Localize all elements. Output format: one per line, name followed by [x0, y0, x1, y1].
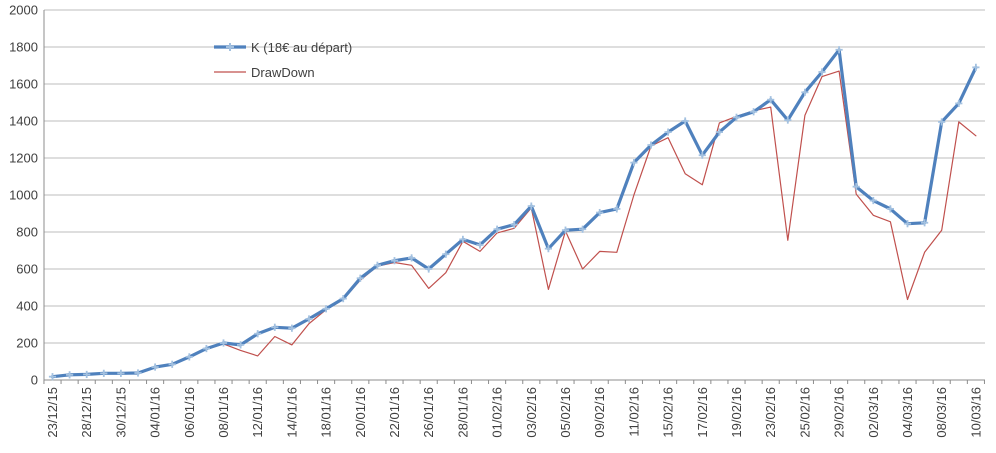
x-axis-tick-label: 23/12/15: [45, 387, 60, 438]
x-axis-tick-label: 29/02/16: [832, 387, 847, 438]
y-axis-tick-label: 800: [16, 225, 38, 240]
x-axis-tick-label: 20/01/16: [353, 387, 368, 438]
x-axis-tick-label: 19/02/16: [729, 387, 744, 438]
y-axis-tick-label: 1000: [9, 188, 38, 203]
x-axis-tick-label: 04/01/16: [148, 387, 163, 438]
x-axis-tick-label: 08/01/16: [216, 387, 231, 438]
x-axis-tick-label: 09/02/16: [592, 387, 607, 438]
y-axis-tick-label: 1800: [9, 40, 38, 55]
legend-item-drawdown[interactable]: DrawDown: [214, 61, 352, 83]
x-axis-tick-label: 01/02/16: [490, 387, 505, 438]
y-axis-tick-label: 1400: [9, 114, 38, 129]
x-axis-tick-label: 06/01/16: [182, 387, 197, 438]
y-axis-tick-label: 400: [16, 299, 38, 314]
x-axis-tick-label: 25/02/16: [797, 387, 812, 438]
legend-item-k[interactable]: K (18€ au départ): [214, 36, 352, 58]
y-axis-tick-label: 600: [16, 262, 38, 277]
legend-line-icon: [214, 71, 246, 73]
x-axis-tick-label: 26/01/16: [421, 387, 436, 438]
x-axis-tick-label: 10/03/16: [968, 387, 983, 438]
y-axis-tick-label: 200: [16, 336, 38, 351]
legend-line-marker-icon: [214, 43, 246, 51]
x-axis-tick-label: 04/03/16: [900, 387, 915, 438]
x-axis-tick-label: 02/03/16: [866, 387, 881, 438]
y-axis-tick-label: 0: [31, 373, 38, 388]
legend-label-k: K (18€ au départ): [251, 39, 353, 55]
x-axis-tick-label: 17/02/16: [695, 387, 710, 438]
x-axis-tick-label: 30/12/15: [113, 387, 128, 438]
chart-legend: K (18€ au départ) DrawDown: [214, 36, 352, 83]
series-line-k[interactable]: [50, 48, 978, 379]
x-axis-tick-label: 28/12/15: [79, 387, 94, 438]
x-axis-tick-label: 12/01/16: [250, 387, 265, 438]
x-axis-tick-label: 22/01/16: [387, 387, 402, 438]
x-axis-tick-label: 18/01/16: [319, 387, 334, 438]
y-axis-tick-label: 2000: [9, 3, 38, 18]
x-axis-tick-label: 28/01/16: [455, 387, 470, 438]
x-axis-tick-label: 03/02/16: [524, 387, 539, 438]
x-axis-tick-label: 23/02/16: [763, 387, 778, 438]
x-axis-tick-label: 11/02/16: [626, 387, 641, 437]
y-axis-tick-label: 1600: [9, 77, 38, 92]
x-axis-tick-label: 14/01/16: [284, 387, 299, 438]
x-axis-tick-label: 08/03/16: [934, 387, 949, 438]
legend-label-drawdown: DrawDown: [251, 64, 315, 80]
x-axis-tick-label: 05/02/16: [558, 387, 573, 438]
x-axis-tick-label: 15/02/16: [661, 387, 676, 438]
y-axis-tick-label: 1200: [9, 151, 38, 166]
